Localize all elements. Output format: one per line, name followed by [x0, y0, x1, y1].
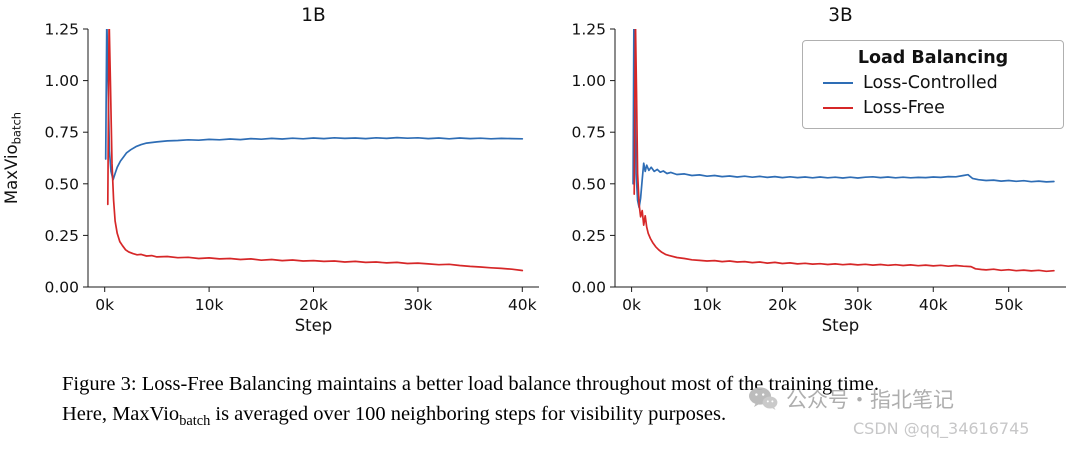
loss-controlled-line-swatch: [823, 82, 853, 84]
tick-labels: 0.00 0.25 0.50 0.75 1.00 1.25 0k 10k 20k 30k 40k 50…: [571, 21, 1023, 315]
svg-text:30k: 30k: [843, 296, 872, 314]
series-loss-controlled-line: [632, 29, 1055, 209]
axes: [83, 28, 539, 292]
svg-text:0.25: 0.25: [571, 227, 606, 245]
csdn-watermark: CSDN @qq_34616745: [853, 419, 1030, 438]
y-axis-label: MaxViobatch: [2, 112, 24, 204]
svg-text:0.00: 0.00: [44, 279, 79, 297]
chart-title: 3B: [828, 5, 852, 26]
x-axis-label: Step: [822, 316, 860, 335]
svg-text:40k: 40k: [508, 296, 537, 314]
svg-text:1.00: 1.00: [44, 72, 79, 90]
svg-text:0.50: 0.50: [44, 175, 79, 193]
legend-label-loss-controlled: Loss-Controlled: [863, 73, 998, 93]
loss-free-line-swatch: [823, 107, 853, 109]
chart-1b: 0.00 0.25 0.50 0.75 1.00 1.25 0k 10k 20k 30k 40k 1B…: [2, 5, 539, 335]
svg-text:0k: 0k: [622, 296, 641, 314]
figure-caption: Figure 3: Loss-Free Balancing maintains …: [62, 369, 1064, 436]
legend-label-loss-free: Loss-Free: [863, 98, 945, 118]
svg-text:20k: 20k: [299, 296, 328, 314]
series-loss-controlled-line: [104, 29, 524, 181]
legend-item-loss-free: Loss-Free: [813, 98, 1053, 118]
caption-subscript: batch: [179, 413, 211, 430]
svg-text:0k: 0k: [95, 296, 114, 314]
caption-line-2-post: is averaged over 100 neighboring steps f…: [210, 403, 727, 425]
legend: Load Balancing Loss-Controlled Loss-Free: [802, 40, 1064, 129]
wechat-watermark-text: 公众号・指北笔记: [786, 388, 954, 412]
legend-item-loss-controlled: Loss-Controlled: [813, 73, 1053, 93]
wechat-icon: [749, 387, 778, 410]
wechat-watermark: 公众号・指北笔记: [748, 384, 954, 414]
svg-text:40k: 40k: [919, 296, 948, 314]
svg-text:1.25: 1.25: [571, 21, 606, 39]
svg-text:20k: 20k: [768, 296, 797, 314]
caption-line-2: Here, MaxViobatch is averaged over 100 n…: [62, 399, 1064, 436]
svg-text:50k: 50k: [994, 296, 1023, 314]
svg-text:0.00: 0.00: [571, 279, 606, 297]
caption-line-2-pre: Here, MaxVio: [62, 403, 180, 425]
svg-text:1.25: 1.25: [44, 21, 79, 39]
series-loss-free-line: [106, 29, 524, 272]
caption-line-1: Figure 3: Loss-Free Balancing maintains …: [62, 373, 879, 395]
x-axis-label: Step: [295, 316, 333, 335]
chart-3b: 0.00 0.25 0.50 0.75 1.00 1.25 0k 10k 20k 30k 40k 50…: [571, 5, 1066, 335]
series-loss-free-line: [633, 29, 1055, 273]
svg-text:0.75: 0.75: [571, 124, 606, 142]
axes: [610, 28, 1066, 292]
svg-text:0.50: 0.50: [571, 175, 606, 193]
tick-labels: 0.00 0.25 0.50 0.75 1.00 1.25 0k 10k 20k 30k 40k: [44, 21, 536, 315]
chart-title: 1B: [301, 5, 325, 26]
svg-text:30k: 30k: [404, 296, 433, 314]
svg-text:0.25: 0.25: [44, 227, 79, 245]
svg-text:0.75: 0.75: [44, 124, 79, 142]
svg-text:1.00: 1.00: [571, 72, 606, 90]
legend-title: Load Balancing: [857, 48, 1009, 68]
svg-text:10k: 10k: [693, 296, 722, 314]
svg-text:10k: 10k: [195, 296, 224, 314]
